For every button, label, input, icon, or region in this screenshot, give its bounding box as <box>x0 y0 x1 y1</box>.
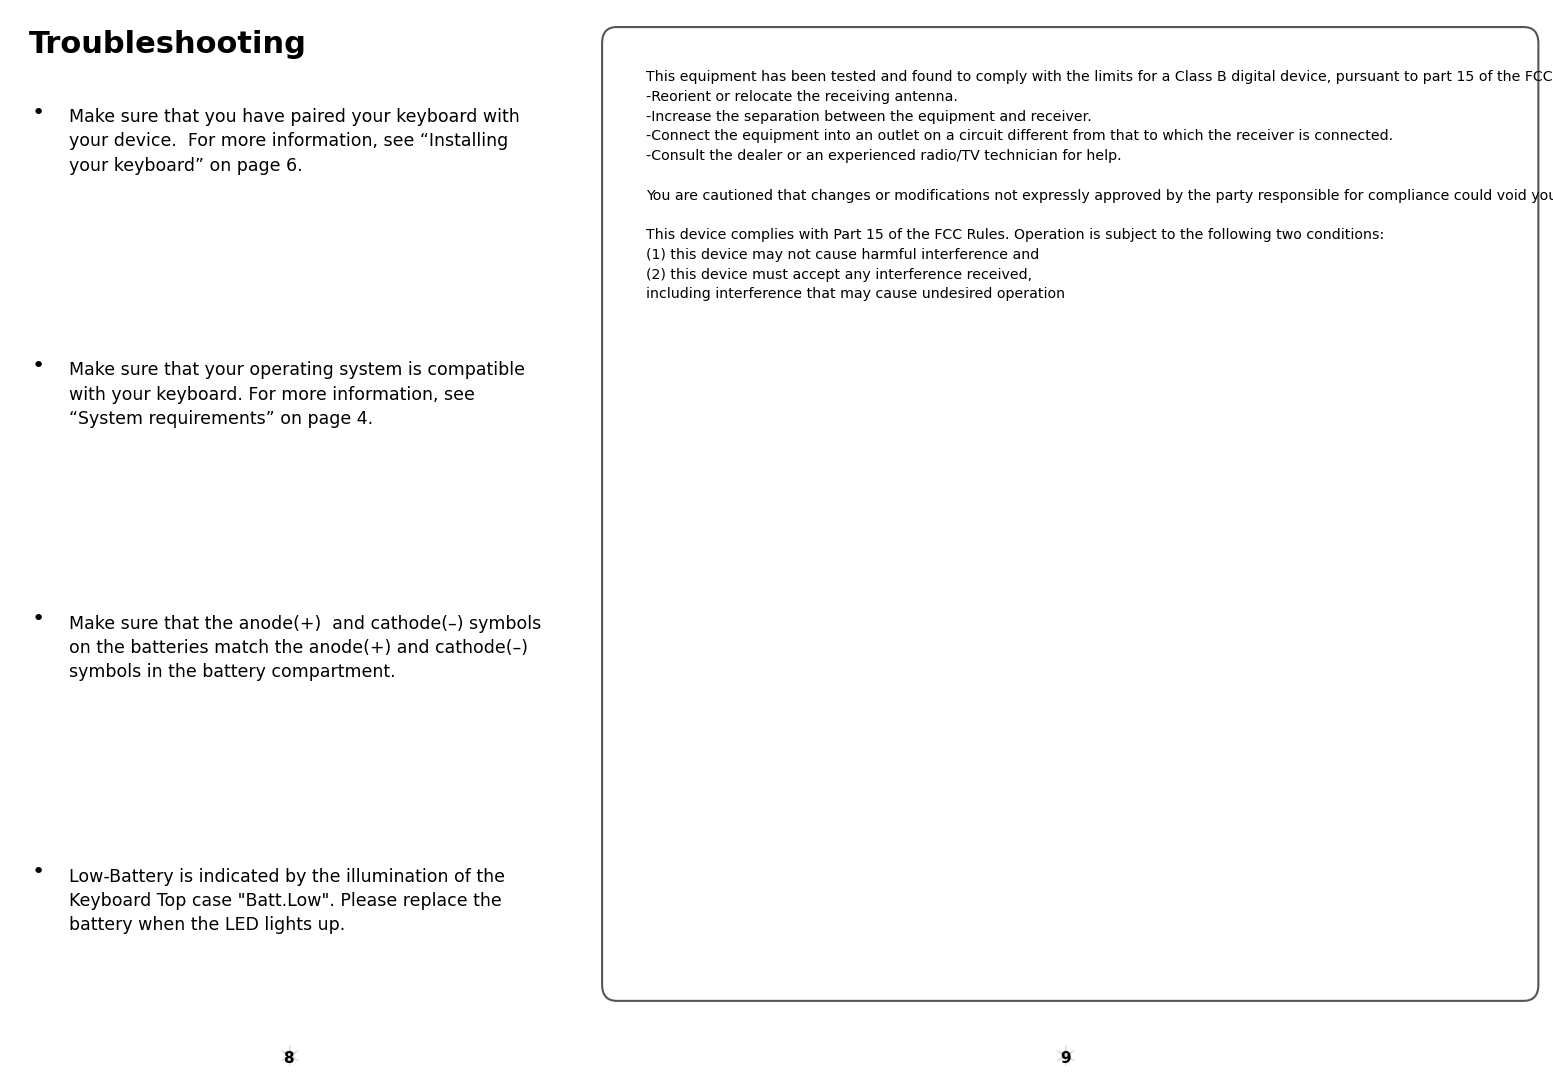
Text: Make sure that your operating system is compatible
with your keyboard. For more : Make sure that your operating system is … <box>70 361 525 428</box>
Text: This equipment has been tested and found to comply with the limits for a Class B: This equipment has been tested and found… <box>646 70 1553 301</box>
FancyBboxPatch shape <box>603 27 1539 1001</box>
Text: Make sure that you have paired your keyboard with
your device.  For more informa: Make sure that you have paired your keyb… <box>70 108 520 175</box>
Text: Make sure that the anode(+)  and cathode(–) symbols
on the batteries match the a: Make sure that the anode(+) and cathode(… <box>70 615 542 682</box>
Text: •: • <box>31 356 45 375</box>
Text: Low-Battery is indicated by the illumination of the
Keyboard Top case "Batt.Low": Low-Battery is indicated by the illumina… <box>70 868 505 935</box>
Text: ✶: ✶ <box>1053 1044 1078 1072</box>
Text: Troubleshooting: Troubleshooting <box>30 30 307 60</box>
Text: •: • <box>31 862 45 882</box>
Text: 8: 8 <box>284 1051 294 1066</box>
Text: •: • <box>31 609 45 629</box>
Text: 9: 9 <box>1061 1051 1070 1066</box>
Text: •: • <box>31 103 45 122</box>
Text: ✶: ✶ <box>276 1044 301 1072</box>
